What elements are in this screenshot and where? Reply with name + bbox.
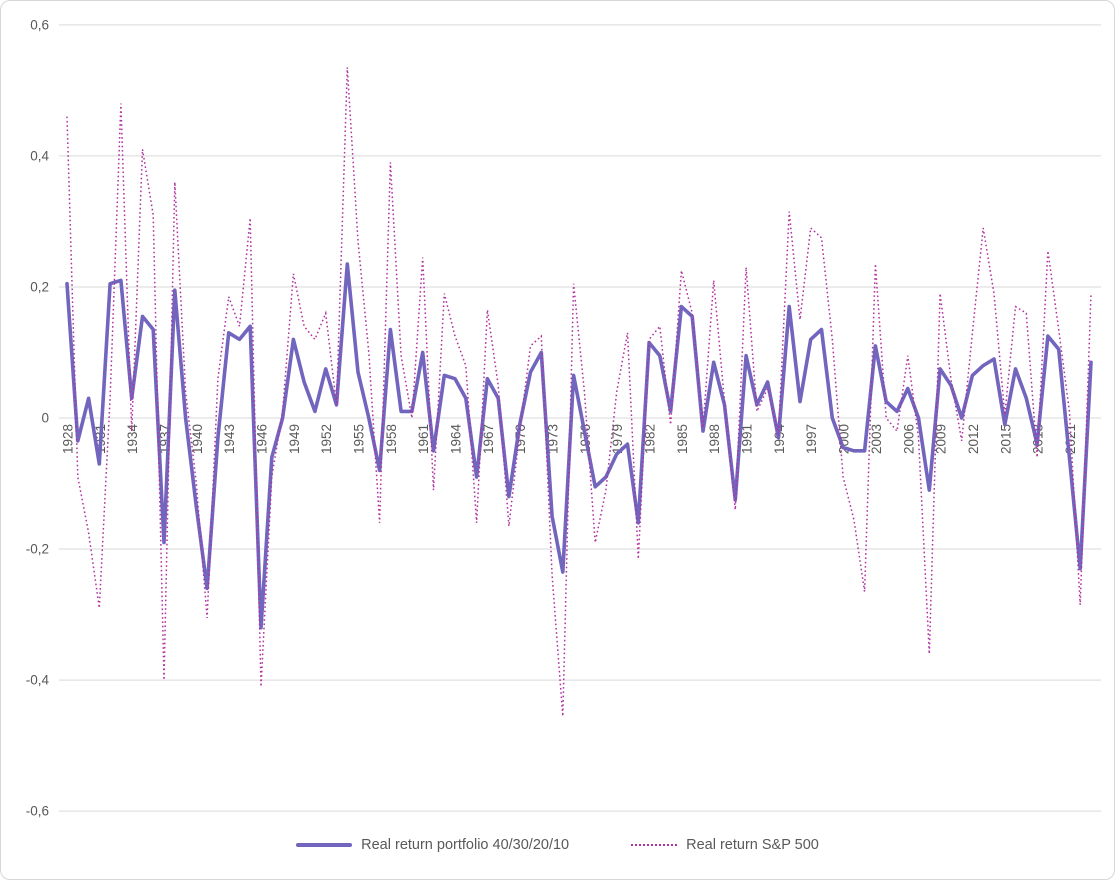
x-tick-label: 1979 <box>610 424 625 454</box>
x-tick-label: 1991 <box>740 424 755 454</box>
y-tick-label: 0,4 <box>30 148 49 163</box>
y-tick-label: 0,6 <box>30 17 49 32</box>
x-tick-label: 1967 <box>481 424 496 454</box>
x-tick-label: 1940 <box>190 424 205 454</box>
x-tick-label: 1928 <box>61 424 76 454</box>
y-tick-label: 0,2 <box>30 279 49 294</box>
sp500-line-swatch-icon <box>631 844 678 846</box>
x-tick-label: 1949 <box>287 424 302 454</box>
chart-legend: Real return portfolio 40/30/20/10 Real r… <box>1 837 1114 853</box>
portfolio-line-swatch-icon <box>296 843 353 847</box>
legend-label-sp500: Real return S&P 500 <box>686 837 819 853</box>
x-tick-label: 1988 <box>707 424 722 454</box>
sp500-line <box>66 67 1092 717</box>
x-tick-label: 1946 <box>255 424 270 454</box>
x-tick-label: 1985 <box>675 424 690 454</box>
x-tick-label: 2015 <box>998 424 1013 454</box>
x-tick-label: 1997 <box>804 424 819 454</box>
x-tick-label: 1961 <box>416 424 431 454</box>
x-tick-label: 1943 <box>222 424 237 454</box>
y-tick-label: -0,2 <box>26 542 49 557</box>
x-tick-label: 2009 <box>934 424 949 454</box>
x-tick-label: 2012 <box>966 424 981 454</box>
legend-label-portfolio: Real return portfolio 40/30/20/10 <box>361 837 570 853</box>
x-tick-label: 2006 <box>901 424 916 454</box>
portfolio-line <box>65 262 1093 630</box>
x-tick-label: 1982 <box>643 424 658 454</box>
x-tick-label: 1958 <box>384 424 399 454</box>
x-tick-label: 1964 <box>449 424 464 455</box>
x-tick-label: 1934 <box>125 424 140 455</box>
y-tick-label: 0 <box>41 411 49 426</box>
x-tick-label: 2003 <box>869 424 884 454</box>
y-tick-label: -0,4 <box>26 673 50 688</box>
x-tick-label: 1955 <box>352 424 367 454</box>
legend-item-sp500[interactable]: Real return S&P 500 <box>631 837 819 853</box>
x-tick-label: 1952 <box>319 424 334 454</box>
y-tick-label: -0,6 <box>26 804 49 819</box>
legend-item-portfolio[interactable]: Real return portfolio 40/30/20/10 <box>296 837 569 853</box>
